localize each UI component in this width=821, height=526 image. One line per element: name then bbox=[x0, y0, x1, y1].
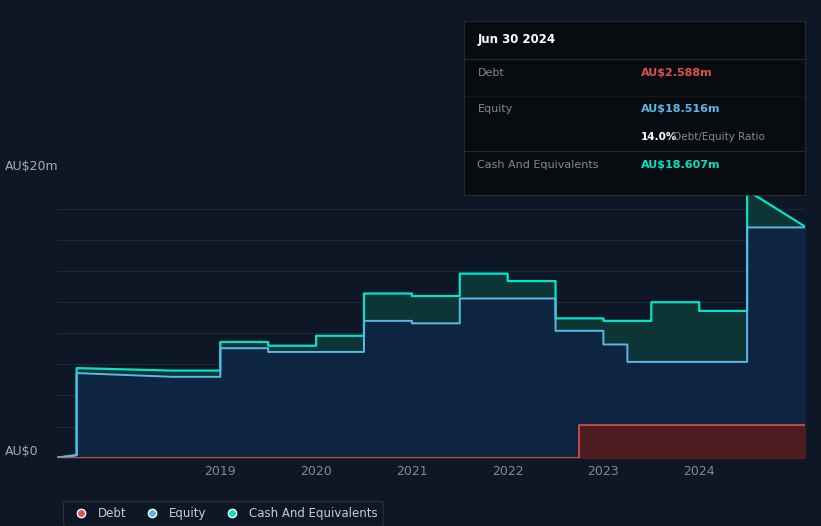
Text: Jun 30 2024: Jun 30 2024 bbox=[478, 33, 556, 46]
Text: Cash And Equivalents: Cash And Equivalents bbox=[478, 160, 599, 170]
Text: AU$20m: AU$20m bbox=[5, 160, 59, 173]
Text: Debt: Debt bbox=[478, 68, 504, 78]
Text: AU$2.588m: AU$2.588m bbox=[641, 68, 713, 78]
Text: AU$18.516m: AU$18.516m bbox=[641, 104, 721, 114]
Legend: Debt, Equity, Cash And Equivalents: Debt, Equity, Cash And Equivalents bbox=[63, 501, 383, 525]
Text: AU$0: AU$0 bbox=[5, 444, 39, 458]
Text: AU$18.607m: AU$18.607m bbox=[641, 160, 721, 170]
Text: 14.0%: 14.0% bbox=[641, 132, 677, 142]
Text: Equity: Equity bbox=[478, 104, 513, 114]
Text: Debt/Equity Ratio: Debt/Equity Ratio bbox=[670, 132, 765, 142]
